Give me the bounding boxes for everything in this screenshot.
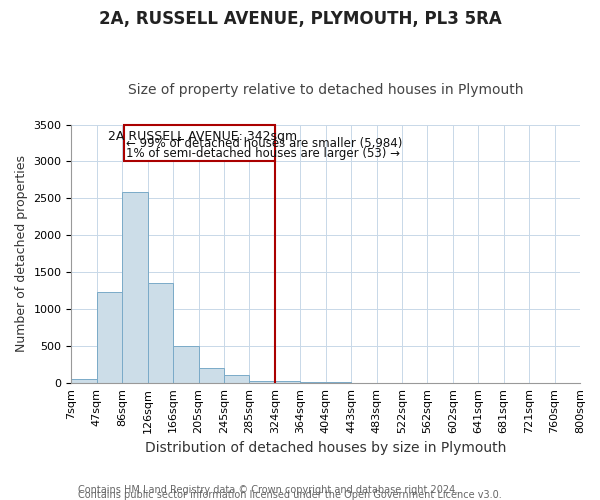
Text: 1% of semi-detached houses are larger (53) →: 1% of semi-detached houses are larger (5… <box>126 146 400 160</box>
Bar <box>250 380 275 383</box>
Bar <box>122 192 148 383</box>
Bar <box>199 368 224 383</box>
Bar <box>71 379 97 383</box>
Text: Contains public sector information licensed under the Open Government Licence v3: Contains public sector information licen… <box>78 490 502 500</box>
Bar <box>97 292 122 383</box>
Bar <box>148 283 173 383</box>
Bar <box>173 346 199 383</box>
Bar <box>275 382 300 383</box>
Text: ← 99% of detached houses are smaller (5,984): ← 99% of detached houses are smaller (5,… <box>126 137 403 150</box>
Y-axis label: Number of detached properties: Number of detached properties <box>15 155 28 352</box>
Bar <box>300 382 326 383</box>
X-axis label: Distribution of detached houses by size in Plymouth: Distribution of detached houses by size … <box>145 441 506 455</box>
Text: 2A, RUSSELL AVENUE, PLYMOUTH, PL3 5RA: 2A, RUSSELL AVENUE, PLYMOUTH, PL3 5RA <box>98 10 502 28</box>
FancyBboxPatch shape <box>124 124 275 162</box>
Bar <box>224 374 250 383</box>
Title: Size of property relative to detached houses in Plymouth: Size of property relative to detached ho… <box>128 83 523 97</box>
Text: 2A RUSSELL AVENUE: 342sqm: 2A RUSSELL AVENUE: 342sqm <box>109 130 298 143</box>
Text: Contains HM Land Registry data © Crown copyright and database right 2024.: Contains HM Land Registry data © Crown c… <box>78 485 458 495</box>
